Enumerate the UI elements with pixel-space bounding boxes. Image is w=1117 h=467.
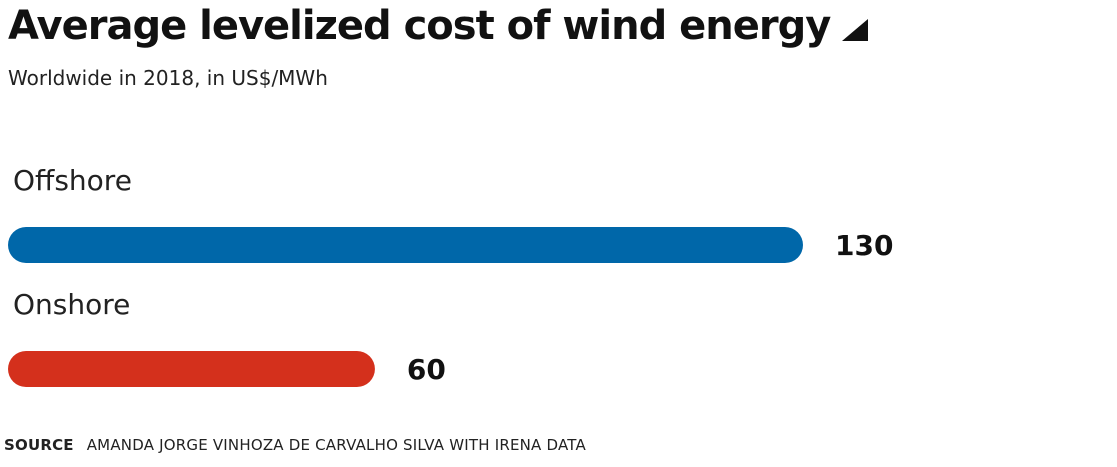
value-label-offshore: 130: [835, 229, 893, 262]
source-text: AMANDA JORGE VINHOZA DE CARVALHO SILVA W…: [86, 436, 586, 454]
bar-onshore: [8, 351, 375, 387]
bar-offshore: [8, 227, 803, 263]
chart-subtitle: Worldwide in 2018, in US$/MWh: [8, 66, 328, 90]
value-label-onshore: 60: [407, 353, 446, 386]
source-note: SOURCE AMANDA JORGE VINHOZA DE CARVALHO …: [4, 436, 586, 454]
chart-title: Average levelized cost of wind energy: [8, 3, 831, 49]
category-label-offshore: Offshore: [13, 164, 132, 197]
category-label-onshore: Onshore: [13, 288, 130, 321]
source-label: SOURCE: [4, 436, 74, 454]
title-row: Average levelized cost of wind energy: [8, 0, 869, 52]
triangle-marker-icon: [842, 19, 869, 41]
bar-chart: Offshore 130 Onshore 60: [8, 164, 893, 387]
